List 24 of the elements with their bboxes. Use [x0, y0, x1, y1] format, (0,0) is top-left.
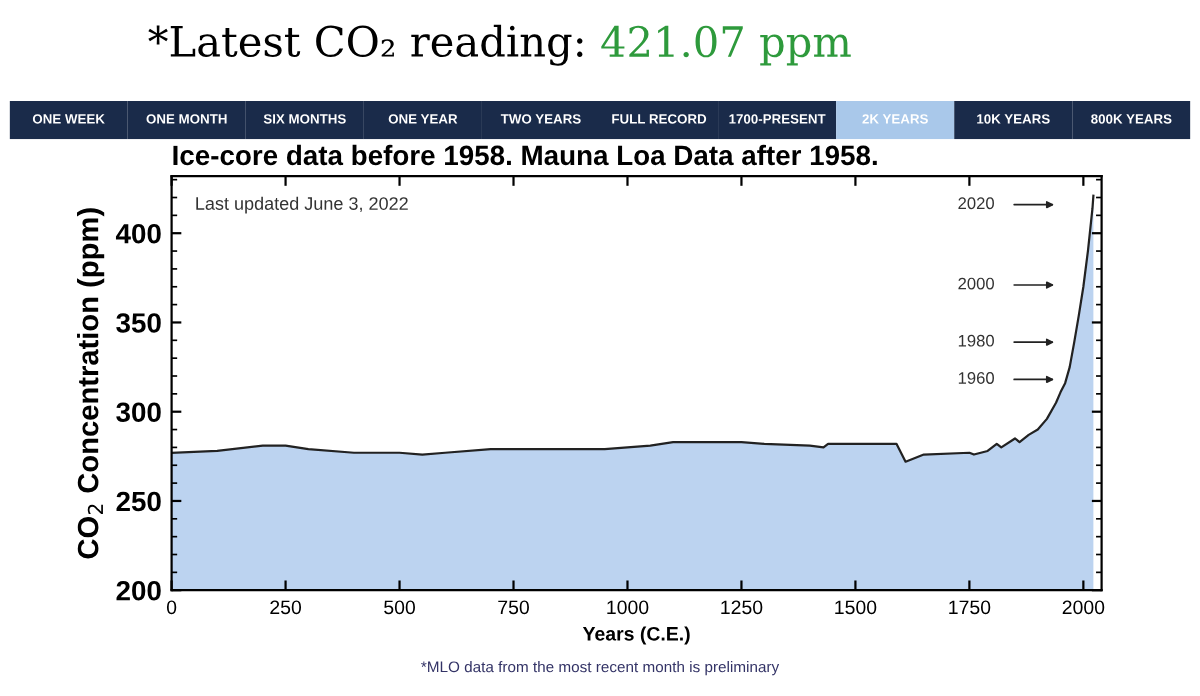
text: 421.07 ppm	[601, 25, 851, 66]
annotation: 1960	[958, 372, 994, 384]
chart-title: *Latest CO₂ reading:	[148, 24, 583, 66]
y-tick-label: 300	[116, 402, 161, 423]
x-tick-label: 2000	[1062, 600, 1105, 615]
x-tick-label: 250	[270, 600, 302, 615]
annotation: 1980	[958, 334, 994, 347]
x-tick-label: 1750	[949, 600, 991, 615]
y-axis-title: CO$_{2}$ Concentration (ppm)	[77, 208, 105, 559]
x-tick-label: 500	[384, 600, 415, 615]
y-tick-label: 200	[116, 580, 161, 601]
y-tick-label: 250	[116, 491, 161, 512]
annotation: Last updated June 3, 2022	[196, 196, 408, 214]
chart-subtitle: Ice-core data before 1958. Mauna Loa Data after 1958.	[173, 144, 877, 166]
y-tick-label: 400	[115, 223, 161, 244]
x-tick-label: 1250	[721, 600, 763, 615]
x-tick-label: 0	[166, 600, 177, 615]
annotation: 2020	[958, 197, 994, 210]
y-tick-label: 350	[116, 313, 161, 333]
x-tick-label: 750	[498, 600, 529, 615]
x-tick-label: 1500	[835, 600, 877, 615]
x-axis-title: Years (C.E.)	[582, 626, 690, 645]
annotation: 2000	[958, 277, 994, 290]
x-tick-label: 1000	[607, 600, 649, 615]
